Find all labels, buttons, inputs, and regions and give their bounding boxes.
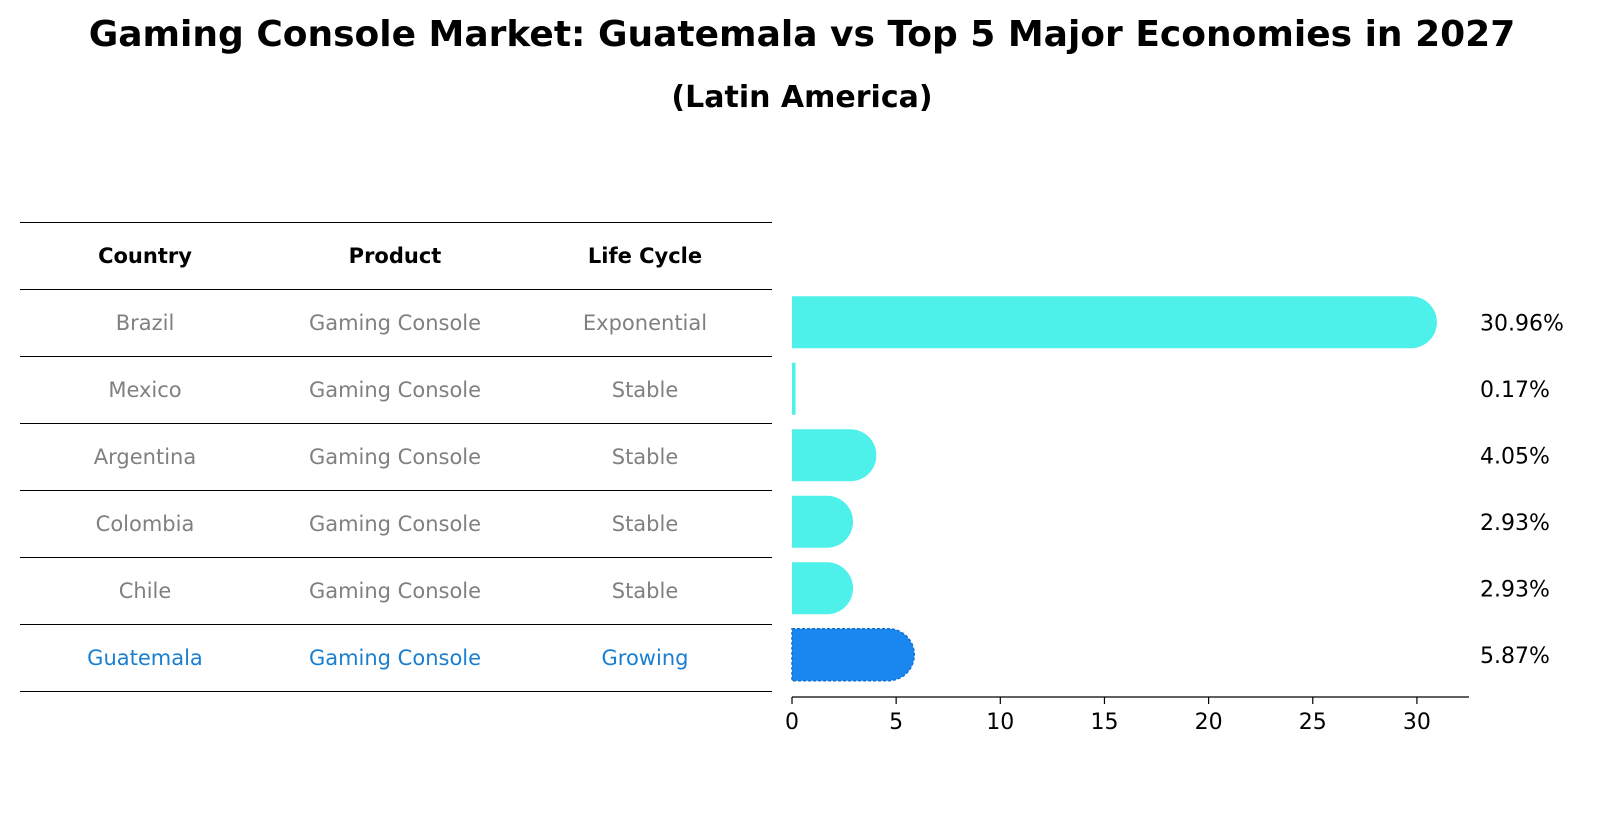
- table-row: Mexico Gaming Console Stable: [20, 356, 772, 423]
- cell-product: Gaming Console: [308, 512, 482, 536]
- data-label-brazil: 30.96%: [1480, 311, 1564, 336]
- data-label-mexico: 0.17%: [1480, 378, 1550, 403]
- cell-country: Colombia: [95, 512, 195, 536]
- bar-argentina: [792, 429, 877, 482]
- header-product: Product: [348, 244, 442, 268]
- cell-life-cycle: Stable: [611, 579, 679, 603]
- cell-product: Gaming Console: [308, 311, 482, 335]
- cell-country: Guatemala: [87, 646, 203, 670]
- x-tick-label: 10: [986, 710, 1014, 735]
- data-label-colombia: 2.93%: [1480, 511, 1550, 536]
- x-tick-label: 20: [1195, 710, 1223, 735]
- table-row: Brazil Gaming Console Exponential: [20, 289, 772, 356]
- cell-country: Chile: [118, 579, 172, 603]
- data-label-guatemala: 5.87%: [1480, 644, 1550, 669]
- data-table: Country Product Life Cycle Brazil Gaming…: [20, 222, 772, 692]
- x-tick-label: 25: [1299, 710, 1327, 735]
- table-row-highlighted: Guatemala Gaming Console Growing: [20, 624, 772, 692]
- cell-life-cycle: Stable: [611, 512, 679, 536]
- cell-life-cycle: Growing: [601, 646, 689, 670]
- bar-colombia: [792, 495, 854, 548]
- table-row: Colombia Gaming Console Stable: [20, 490, 772, 557]
- cell-life-cycle: Stable: [611, 445, 679, 469]
- cell-product: Gaming Console: [308, 445, 482, 469]
- cell-product: Gaming Console: [308, 378, 482, 402]
- header-country: Country: [98, 244, 192, 268]
- cell-life-cycle: Exponential: [582, 311, 708, 335]
- cell-country: Brazil: [115, 311, 175, 335]
- x-tick-label: 5: [889, 710, 903, 735]
- chart-title: Gaming Console Market: Guatemala vs Top …: [88, 14, 1516, 55]
- cell-life-cycle: Stable: [611, 378, 679, 402]
- cell-product: Gaming Console: [308, 646, 482, 670]
- data-label-chile: 2.93%: [1480, 577, 1550, 602]
- table-row: Argentina Gaming Console Stable: [20, 423, 772, 490]
- header-life-cycle: Life Cycle: [587, 244, 703, 268]
- cell-country: Argentina: [93, 445, 197, 469]
- table-row: Chile Gaming Console Stable: [20, 557, 772, 624]
- cell-country: Mexico: [108, 378, 182, 402]
- bar-brazil: [792, 296, 1437, 349]
- x-tick-label: 30: [1403, 710, 1431, 735]
- bar-guatemala: [791, 628, 916, 682]
- x-tick-label: 15: [1090, 710, 1118, 735]
- bar-mexico: [792, 362, 796, 415]
- chart-subtitle: (Latin America): [671, 80, 933, 115]
- table-header-row: Country Product Life Cycle: [20, 222, 772, 289]
- x-tick-label: 0: [785, 710, 799, 735]
- data-label-argentina: 4.05%: [1480, 444, 1550, 469]
- bar-chile: [792, 562, 854, 615]
- cell-product: Gaming Console: [308, 579, 482, 603]
